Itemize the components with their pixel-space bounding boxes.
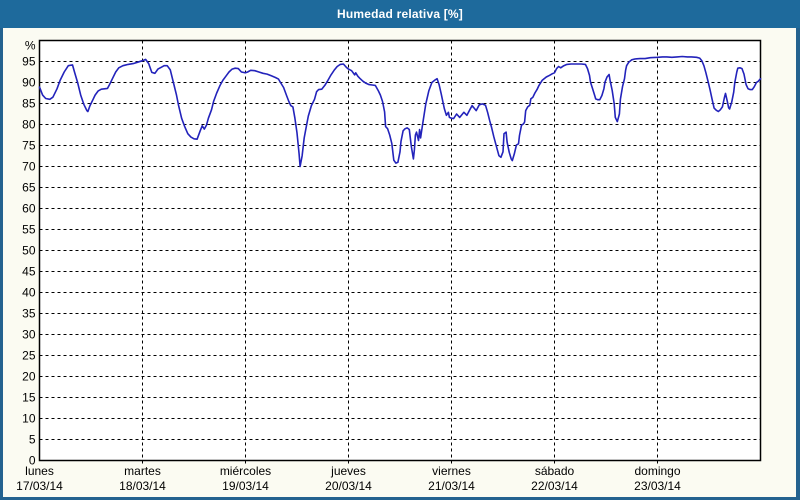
x-day-label: miércoles (220, 464, 271, 478)
x-date-label: 19/03/14 (222, 479, 269, 493)
y-tick-label: 85 (22, 97, 36, 111)
y-tick-label: 45 (22, 265, 36, 279)
y-tick-label: 40 (22, 286, 36, 300)
x-day-label: lunes (25, 464, 54, 478)
x-date-label: 22/03/14 (531, 479, 578, 493)
y-tick-label: 25 (22, 349, 36, 363)
x-date-label: 20/03/14 (325, 479, 372, 493)
y-tick-label: 35 (22, 307, 36, 321)
y-tick-label: 50 (22, 244, 36, 258)
x-date-label: 23/03/14 (634, 479, 681, 493)
y-tick-label: 10 (22, 412, 36, 426)
y-tick-label: 30 (22, 328, 36, 342)
chart-frame: 0 5 10 15 20 25 30 35 40 45 50 55 60 65 70 75 80 85 90 95% l… (0, 28, 800, 500)
y-tick-label: 15 (22, 391, 36, 405)
y-tick-label: 55 (22, 223, 36, 237)
x-day-label: martes (124, 464, 161, 478)
x-day-label: domingo (634, 464, 680, 478)
window-title: Humedad relativa [%] (336, 7, 464, 21)
y-tick-label: 95 (22, 55, 36, 69)
x-day-label: sábado (535, 464, 575, 478)
y-tick-label: 0 (29, 454, 36, 468)
title-bar[interactable]: Humedad relativa [%] (0, 0, 800, 28)
x-date-label: 21/03/14 (428, 479, 475, 493)
y-tick-label: 90 (22, 76, 36, 90)
y-tick-label: 80 (22, 118, 36, 132)
y-tick-label: 5 (29, 433, 36, 447)
x-date-label: 18/03/14 (119, 479, 166, 493)
y-tick-label: 65 (22, 181, 36, 195)
y-axis-unit-label: % (25, 39, 36, 53)
y-tick-label: 20 (22, 370, 36, 384)
humidity-chart: 0 5 10 15 20 25 30 35 40 45 50 55 60 65 70 75 80 85 90 95% l… (16, 39, 762, 493)
y-tick-label: 70 (22, 160, 36, 174)
x-day-label: viernes (432, 464, 471, 478)
x-day-label: jueves (330, 464, 366, 478)
y-tick-label: 75 (22, 139, 36, 153)
y-tick-label: 60 (22, 202, 36, 216)
humidity-line (38, 55, 762, 168)
x-date-label: 17/03/14 (16, 479, 63, 493)
